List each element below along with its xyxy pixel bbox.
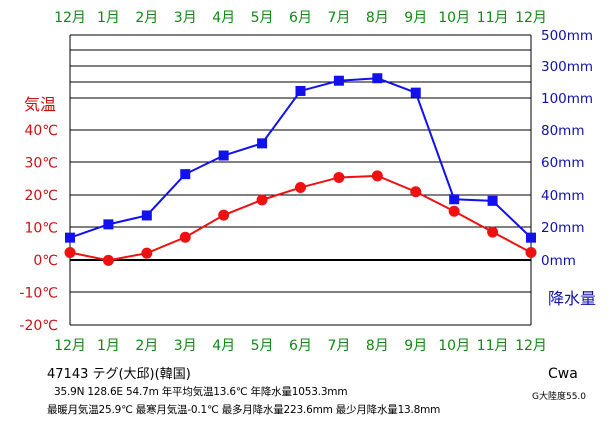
temperature-axis-ticks: 40℃ 30℃ 20℃ 10℃ 0℃ -10℃ -20℃	[19, 123, 58, 334]
precipitation-point	[449, 194, 460, 205]
precipitation-point	[410, 87, 421, 98]
temperature-point	[256, 194, 268, 206]
temperature-tick-label: 10℃	[24, 221, 58, 237]
month-label-top: 2月	[135, 10, 158, 26]
precipitation-tick-label: 40mm	[541, 188, 584, 204]
temperature-point	[141, 247, 153, 259]
continentality-index: G大陸度55.0	[532, 392, 587, 402]
month-label-top: 12月	[515, 10, 547, 26]
precipitation-point	[333, 75, 344, 86]
month-label-top: 3月	[174, 10, 197, 26]
month-label-bottom: 12月	[54, 338, 86, 354]
temperature-point	[102, 254, 114, 266]
month-label-top: 1月	[97, 10, 120, 26]
month-label-top: 8月	[366, 10, 389, 26]
precipitation-tick-label: 300mm	[541, 59, 593, 75]
precipitation-series	[65, 73, 536, 243]
temperature-point	[333, 171, 345, 183]
month-label-bottom: 9月	[404, 338, 427, 354]
month-label-top: 4月	[212, 10, 235, 26]
climate-class: Cwa	[548, 366, 578, 382]
precipitation-tick-label: 80mm	[541, 123, 584, 139]
temperature-point	[487, 226, 499, 238]
month-label-bottom: 7月	[327, 338, 350, 354]
month-label-bottom: 4月	[212, 338, 235, 354]
month-label-top: 11月	[477, 10, 509, 26]
month-label-bottom: 12月	[515, 338, 547, 354]
station-name: 47143 テグ(大邱)(韓国)	[47, 367, 191, 382]
month-labels-top: 12月 1月 2月 3月 4月 5月 6月 7月 8月 9月 10月 11月 12月	[54, 10, 547, 26]
temperature-tick-label: 30℃	[24, 156, 58, 172]
month-label-bottom: 8月	[366, 338, 389, 354]
precipitation-tick-label: 100mm	[541, 91, 593, 107]
month-labels-bottom: 12月 1月 2月 3月 4月 5月 6月 7月 8月 9月 10月 11月 12月	[54, 338, 547, 354]
precipitation-tick-label: 20mm	[541, 220, 584, 236]
month-label-bottom: 1月	[97, 338, 120, 354]
month-label-top: 5月	[251, 10, 274, 26]
temperature-point	[218, 209, 230, 221]
temperature-point	[525, 247, 537, 259]
month-label-bottom: 10月	[438, 338, 470, 354]
temperature-tick-label: -10℃	[19, 286, 58, 302]
month-label-top: 10月	[438, 10, 470, 26]
precipitation-point	[141, 210, 152, 221]
precipitation-axis-ticks: 500mm 300mm 100mm 80mm 60mm 40mm 20mm 0mm	[541, 28, 593, 269]
month-label-bottom: 5月	[251, 338, 274, 354]
month-label-bottom: 3月	[174, 338, 197, 354]
temperature-point	[371, 170, 383, 182]
precipitation-point	[487, 195, 498, 206]
temperature-axis-label: 気温	[24, 95, 56, 114]
temperature-series	[64, 170, 537, 266]
station-extremes: 最暖月気温25.9℃ 最寒月気温-0.1℃ 最多月降水量223.6mm 最少月降…	[47, 404, 441, 416]
precipitation-point	[65, 232, 75, 243]
precipitation-point	[257, 138, 268, 149]
precipitation-point	[295, 85, 306, 96]
temperature-tick-label: 20℃	[24, 188, 58, 204]
month-label-bottom: 2月	[135, 338, 158, 354]
grid-lines	[69, 34, 532, 326]
month-label-bottom: 11月	[477, 338, 509, 354]
temperature-point	[179, 231, 191, 243]
precipitation-point	[218, 150, 229, 161]
temperature-point	[448, 205, 460, 217]
precipitation-point	[103, 219, 114, 230]
precipitation-point	[372, 73, 383, 84]
temperature-tick-label: 0℃	[33, 253, 58, 269]
precipitation-point	[526, 232, 536, 243]
precipitation-tick-label: 60mm	[541, 155, 584, 171]
month-label-top: 7月	[327, 10, 350, 26]
temperature-point	[410, 186, 422, 198]
station-summary: 35.9N 128.6E 54.7m 年平均気温13.6℃ 年降水量1053.3…	[54, 386, 348, 398]
precipitation-point	[180, 169, 191, 180]
month-label-top: 6月	[289, 10, 312, 26]
temperature-point	[295, 182, 306, 194]
temperature-tick-label: -20℃	[19, 318, 58, 334]
precipitation-tick-label: 500mm	[541, 28, 593, 44]
precipitation-axis-label: 降水量	[548, 289, 596, 308]
temperature-point	[64, 247, 76, 259]
precipitation-line	[69, 77, 532, 239]
precipitation-tick-label: 0mm	[541, 253, 576, 269]
month-label-top: 9月	[404, 10, 427, 26]
month-label-top: 12月	[54, 10, 86, 26]
temperature-tick-label: 40℃	[24, 123, 58, 139]
month-label-bottom: 6月	[289, 338, 312, 354]
